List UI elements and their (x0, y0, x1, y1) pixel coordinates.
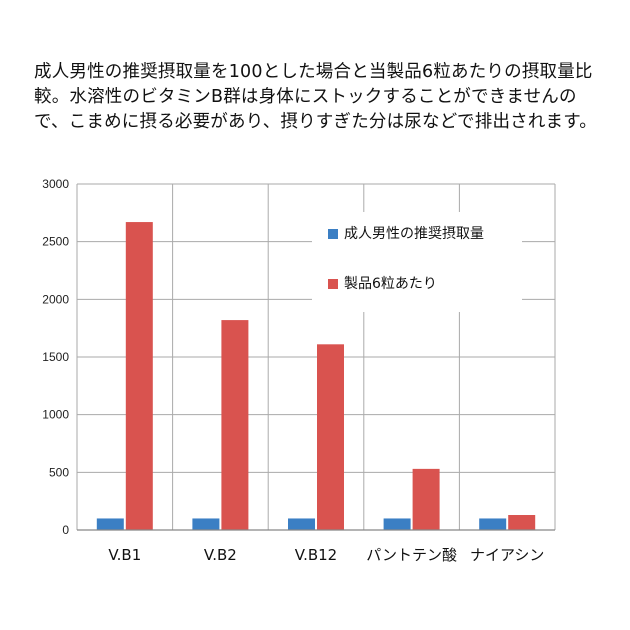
chart-caption: 成人男性の推奨摂取量を100とした場合と当製品6粒あたりの摂取量比較。水溶性のビ… (34, 62, 597, 132)
x-category-label: ナイアシン (470, 546, 544, 564)
legend-label: 成人男性の推奨摂取量 (344, 226, 484, 242)
x-category-label: V.B2 (204, 546, 237, 564)
x-category-label: V.B12 (295, 546, 337, 564)
y-tick-label: 2000 (42, 292, 69, 306)
y-tick-label: 2500 (42, 235, 69, 249)
bar-recommended (383, 518, 411, 530)
y-tick-label: 1500 (42, 350, 69, 364)
bar-recommended (479, 518, 507, 530)
bar-product (508, 515, 536, 530)
bar-product (412, 468, 440, 530)
x-category-label: V.B1 (108, 546, 141, 564)
axes: 0 500 1000 1500 2000 2500 3000 V.B1 V.B2 V.B12 パント… (42, 177, 555, 564)
legend-swatch (328, 279, 338, 289)
y-tick-label: 1000 (42, 408, 69, 422)
legend-box (312, 212, 522, 312)
legend-label: 製品6粒あたり (344, 276, 437, 292)
bar-product (125, 222, 153, 530)
y-tick-label: 500 (49, 465, 69, 479)
y-tick-label: 3000 (42, 177, 69, 191)
y-tick-label: 0 (62, 523, 69, 537)
bar-recommended (192, 518, 220, 530)
bar-product (317, 344, 344, 530)
bar-product (221, 320, 249, 530)
legend-swatch (328, 229, 338, 239)
x-category-label: パントテン酸 (366, 546, 457, 564)
bars (96, 222, 536, 530)
bar-recommended (288, 518, 315, 530)
bar-recommended (96, 518, 124, 530)
